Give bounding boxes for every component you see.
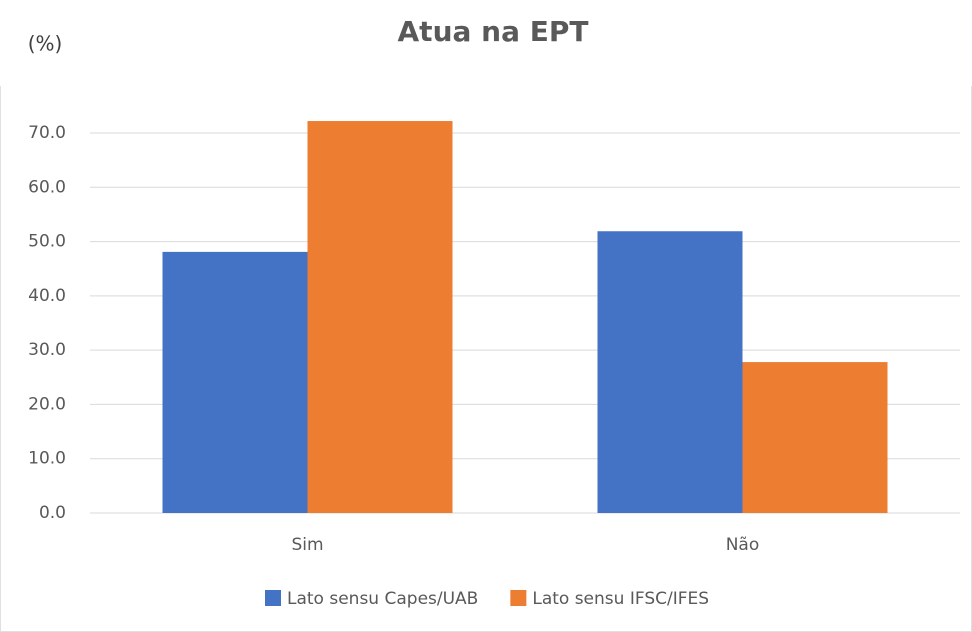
y-tick-label: 70.0 bbox=[28, 123, 66, 143]
y-tick-label: 60.0 bbox=[28, 177, 66, 197]
chart-title: Atua na EPT bbox=[398, 15, 589, 48]
y-tick-label: 20.0 bbox=[28, 394, 66, 414]
x-tick-label: Não bbox=[726, 535, 760, 555]
legend-swatch bbox=[265, 590, 281, 606]
legend-label: Lato sensu IFSC/IFES bbox=[532, 589, 709, 609]
title-area bbox=[0, 0, 972, 86]
y-tick-label: 10.0 bbox=[28, 449, 66, 469]
y-tick-label: 30.0 bbox=[28, 340, 66, 360]
legend-swatch bbox=[510, 590, 527, 606]
y-tick-label: 40.0 bbox=[28, 286, 66, 306]
bar bbox=[742, 362, 888, 513]
x-tick-label: Sim bbox=[291, 535, 323, 555]
legend-label: Lato sensu Capes/UAB bbox=[287, 589, 478, 609]
y-axis-label: (%) bbox=[28, 32, 63, 56]
y-tick-label: 0.0 bbox=[39, 503, 66, 523]
bar bbox=[597, 231, 743, 514]
bar bbox=[162, 251, 308, 513]
y-tick-label: 50.0 bbox=[28, 232, 66, 252]
bar bbox=[307, 121, 453, 513]
